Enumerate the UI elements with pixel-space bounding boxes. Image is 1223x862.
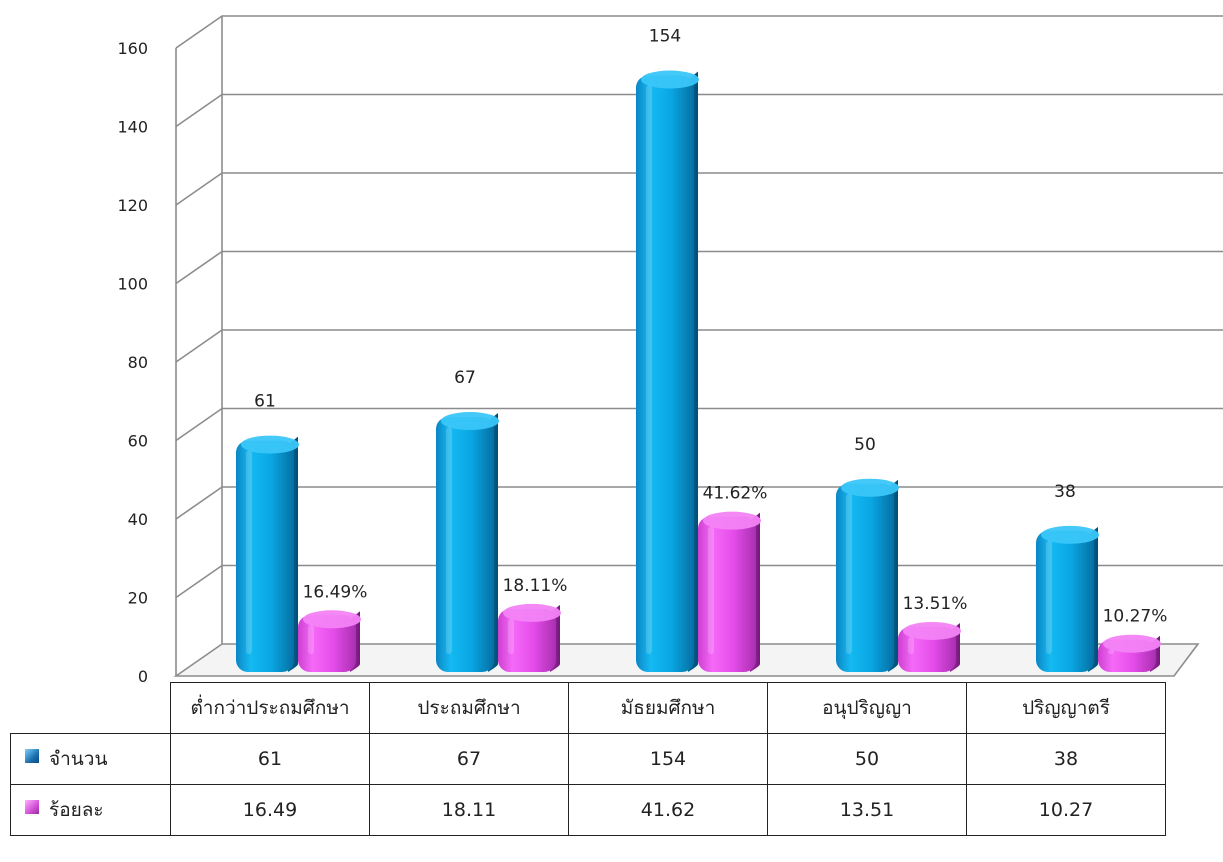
table-cell: 61 [170, 733, 370, 785]
data-label: 16.49% [303, 582, 368, 602]
table-cell: 50 [767, 733, 967, 785]
bar-top [303, 610, 361, 629]
table-cell: 154 [568, 733, 768, 785]
bar-front [698, 516, 756, 672]
bar-count [436, 412, 499, 672]
y-tick-label: 0 [138, 667, 148, 682]
bar-top [241, 435, 299, 454]
data-label: 18.11% [503, 576, 568, 596]
table-category-header: ประถมศึกษา [369, 682, 569, 734]
legend-key-pink [25, 800, 39, 814]
bar-highlight [908, 636, 914, 654]
legend-label-count: จำนวน [49, 748, 108, 770]
y-tick-label: 20 [128, 589, 148, 608]
data-label: 154 [649, 27, 681, 47]
table-cell: 67 [369, 733, 569, 785]
bar-count [636, 70, 699, 673]
bar-top [703, 511, 761, 530]
bar-chart: 0 20 40 60 80 100 120 140 160 61 67 154 50 38 16.49% 1… [117, 15, 1223, 682]
y-tick-label: 40 [128, 510, 148, 529]
bar-highlight [846, 493, 852, 654]
bar-highlight [246, 450, 252, 654]
legend-label-percent: ร้อยละ [49, 799, 104, 821]
data-label: 67 [454, 368, 476, 388]
table-cell: 13.51 [767, 784, 967, 836]
bar-percent [698, 511, 761, 672]
table-cell: 18.11 [369, 784, 569, 836]
gridline [175, 407, 1223, 442]
data-table: ต่ำกว่าประถมศึกษา ประถมศึกษา มัธยมศึกษา … [10, 682, 1166, 836]
bar-highlight [646, 85, 652, 655]
table-header-row: ต่ำกว่าประถมศึกษา ประถมศึกษา มัธยมศึกษา … [11, 682, 1166, 734]
gridline [175, 250, 1223, 285]
gridline [175, 93, 1223, 128]
bar-top [841, 478, 899, 497]
gridline [175, 15, 1223, 49]
bar-percent [498, 603, 561, 672]
data-label: 50 [854, 435, 876, 455]
data-label: 10.27% [1103, 607, 1168, 627]
bar-highlight [308, 625, 314, 654]
legend-entry-percent: ร้อยละ [10, 784, 171, 836]
table-category-header: ปริญญาตรี [966, 682, 1166, 734]
bar-highlight [708, 526, 714, 654]
bar-top [1103, 634, 1161, 653]
bar-front [298, 615, 356, 672]
bar-highlight [446, 427, 452, 654]
bar-top [441, 412, 499, 431]
bar-front [236, 440, 294, 672]
bar-front [836, 483, 894, 672]
y-tick-label: 100 [117, 275, 148, 294]
y-tick-label: 80 [128, 353, 148, 372]
y-tick-label: 140 [117, 118, 148, 137]
bar-front [636, 75, 694, 673]
bar-top [641, 70, 699, 89]
table-cell: 16.49 [170, 784, 370, 836]
table-row-percent: ร้อยละ 16.49 18.11 41.62 13.51 10.27 [10, 784, 1166, 836]
table-row-count: จำนวน 61 67 154 50 38 [10, 733, 1166, 785]
bar-top [1041, 525, 1099, 544]
data-label: 41.62% [703, 484, 768, 504]
bar-count [1036, 525, 1099, 672]
data-label: 61 [254, 392, 276, 412]
bar-top [503, 603, 561, 622]
bar-front [498, 608, 556, 672]
bar-highlight [508, 618, 514, 654]
bar-percent [298, 610, 361, 672]
legend-entry-count: จำนวน [10, 733, 171, 785]
y-tick-label: 60 [128, 432, 148, 451]
y-tick-label: 160 [117, 39, 148, 58]
bar-count [236, 435, 299, 672]
table-cell: 41.62 [568, 784, 768, 836]
table-corner [11, 683, 171, 734]
table-cell: 10.27 [966, 784, 1166, 836]
data-label: 38 [1054, 482, 1076, 502]
table-category-header: มัธยมศึกษา [568, 682, 768, 734]
table-cell: 38 [966, 733, 1166, 785]
bar-percent [1098, 634, 1161, 672]
legend-key-blue [25, 749, 39, 763]
bar-top [903, 621, 961, 640]
table-category-header: อนุปริญญา [767, 682, 967, 734]
bar-highlight [1108, 649, 1114, 654]
gridline [175, 172, 1223, 206]
table-category-header: ต่ำกว่าประถมศึกษา [170, 682, 370, 734]
bar-front [436, 417, 494, 672]
y-tick-label: 120 [117, 196, 148, 215]
bar-front [1036, 530, 1094, 672]
bar-count [836, 478, 899, 672]
data-label: 13.51% [903, 594, 968, 614]
bar-percent [898, 621, 961, 672]
bar-highlight [1046, 540, 1052, 654]
gridline [175, 329, 1223, 363]
